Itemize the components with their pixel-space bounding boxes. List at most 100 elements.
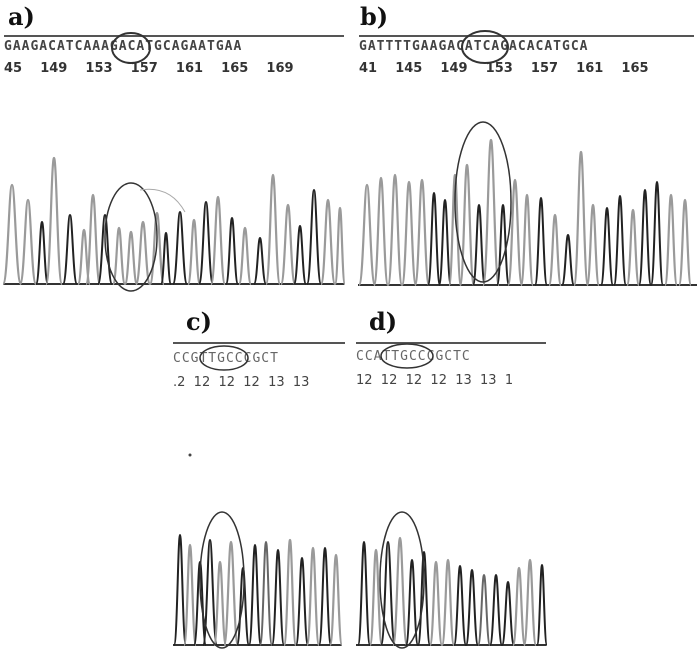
undefined-peak xyxy=(172,210,188,285)
undefined-peak xyxy=(357,183,377,287)
panel-c-sequence: CCGTTGCCCGCT xyxy=(173,351,279,366)
undefined-peak xyxy=(186,218,202,286)
panel-c: c) CCGTTGCCCGCT .2 12 12 12 13 13 xyxy=(170,300,345,657)
undefined-peak xyxy=(212,560,228,647)
panel-d-peak-highlight xyxy=(379,511,425,649)
undefined-peak xyxy=(357,540,371,646)
panel-c-letter: c) xyxy=(186,307,212,336)
panel-a-arc xyxy=(139,188,186,213)
undefined-peak xyxy=(465,568,479,646)
undefined-peak xyxy=(413,178,431,287)
panel-d-letter: d) xyxy=(369,307,398,336)
undefined-peak xyxy=(447,173,463,287)
panel-d-ruler xyxy=(356,342,546,344)
panel-c-sequence-highlight xyxy=(199,345,249,371)
undefined-peak xyxy=(182,543,198,647)
undefined-peak xyxy=(160,231,172,285)
panel-d-sequence-highlight xyxy=(380,343,434,369)
undefined-peak xyxy=(1,183,23,286)
panel-a-sequence-highlight xyxy=(111,32,151,64)
undefined-peak xyxy=(237,226,253,286)
panel-d-positions: 12 12 12 12 13 13 1 xyxy=(356,373,514,388)
panel-a-peak-highlight xyxy=(104,182,158,292)
undefined-peak xyxy=(477,573,491,646)
undefined-peak xyxy=(440,558,456,647)
undefined-peak xyxy=(511,566,527,647)
undefined-peak xyxy=(400,180,418,287)
panel-b-sequence: GATTTTGAAGACATCAGACACATGCA xyxy=(359,39,589,54)
undefined-peak xyxy=(318,546,332,646)
undefined-peak xyxy=(613,194,627,286)
undefined-peak xyxy=(600,206,614,286)
undefined-peak xyxy=(295,556,309,646)
panel-b-chromatogram xyxy=(357,30,697,287)
undefined-peak xyxy=(501,580,515,646)
undefined-peak xyxy=(489,573,503,646)
undefined-peak xyxy=(222,540,240,647)
panel-c-ruler xyxy=(173,342,345,344)
undefined-peak xyxy=(111,226,127,286)
undefined-peak xyxy=(536,563,548,646)
undefined-peak xyxy=(386,173,404,287)
undefined-peak xyxy=(572,150,590,287)
undefined-peak xyxy=(173,533,187,646)
undefined-peak xyxy=(481,138,501,287)
undefined-peak xyxy=(84,193,102,286)
undefined-peak xyxy=(405,558,419,646)
undefined-peak xyxy=(279,203,297,286)
panel-d-sequence: CCATTGCCCGCTC xyxy=(356,349,471,364)
undefined-peak xyxy=(650,180,664,286)
undefined-peak xyxy=(368,548,384,647)
undefined-peak xyxy=(253,236,267,285)
undefined-peak xyxy=(264,173,282,286)
panel-a-chromatogram xyxy=(1,32,347,292)
undefined-peak xyxy=(519,193,535,287)
panel-b-positions: 41 145 149 153 157 161 165 xyxy=(359,61,649,76)
panel-c-positions: .2 12 12 12 13 13 xyxy=(173,375,310,390)
undefined-peak xyxy=(271,548,285,646)
undefined-peak xyxy=(547,213,563,287)
undefined-peak xyxy=(209,195,227,286)
panel-d: d) CCATTGCCCGCTC 12 12 12 12 13 13 1 xyxy=(354,300,548,657)
undefined-peak xyxy=(134,220,152,286)
undefined-peak xyxy=(198,200,214,285)
undefined-peak xyxy=(248,543,262,646)
panel-c-peak-highlight xyxy=(199,511,245,649)
undefined-peak xyxy=(585,203,601,287)
panel-a-letter: a) xyxy=(8,2,35,31)
undefined-peak xyxy=(534,196,548,286)
panel-c-speck xyxy=(188,453,192,457)
undefined-peak xyxy=(625,208,641,287)
undefined-peak xyxy=(293,224,307,285)
undefined-peak xyxy=(380,540,396,646)
undefined-peak xyxy=(18,198,38,286)
undefined-peak xyxy=(123,230,139,286)
undefined-peak xyxy=(677,198,693,287)
undefined-peak xyxy=(225,216,239,285)
undefined-peak xyxy=(306,188,322,285)
undefined-peak xyxy=(328,553,344,647)
undefined-peak xyxy=(62,213,78,285)
undefined-peak xyxy=(305,546,321,647)
undefined-peak xyxy=(333,206,347,286)
undefined-peak xyxy=(438,198,452,286)
undefined-peak xyxy=(202,538,218,646)
panel-b-ruler xyxy=(359,35,694,37)
undefined-peak xyxy=(259,540,273,646)
undefined-peak xyxy=(428,560,444,647)
undefined-peak xyxy=(391,536,409,647)
panel-a-sequence: GAAGACATCAAAGACATGCAGAATGAA xyxy=(4,39,243,54)
undefined-peak xyxy=(453,564,467,646)
panel-b-sequence-highlight xyxy=(461,30,509,64)
undefined-peak xyxy=(282,538,298,647)
panel-b-peak-highlight xyxy=(454,121,512,283)
undefined-peak xyxy=(472,203,486,286)
undefined-peak xyxy=(561,233,575,286)
undefined-peak xyxy=(319,198,337,286)
undefined-peak xyxy=(417,550,431,646)
undefined-peak xyxy=(522,558,538,647)
undefined-peak xyxy=(638,188,652,286)
panel-b: b) GATTTTGAAGACATCAGACACATGCA 41 145 149… xyxy=(355,0,698,300)
panel-b-letter: b) xyxy=(360,2,389,31)
panel-c-chromatogram xyxy=(173,345,344,649)
